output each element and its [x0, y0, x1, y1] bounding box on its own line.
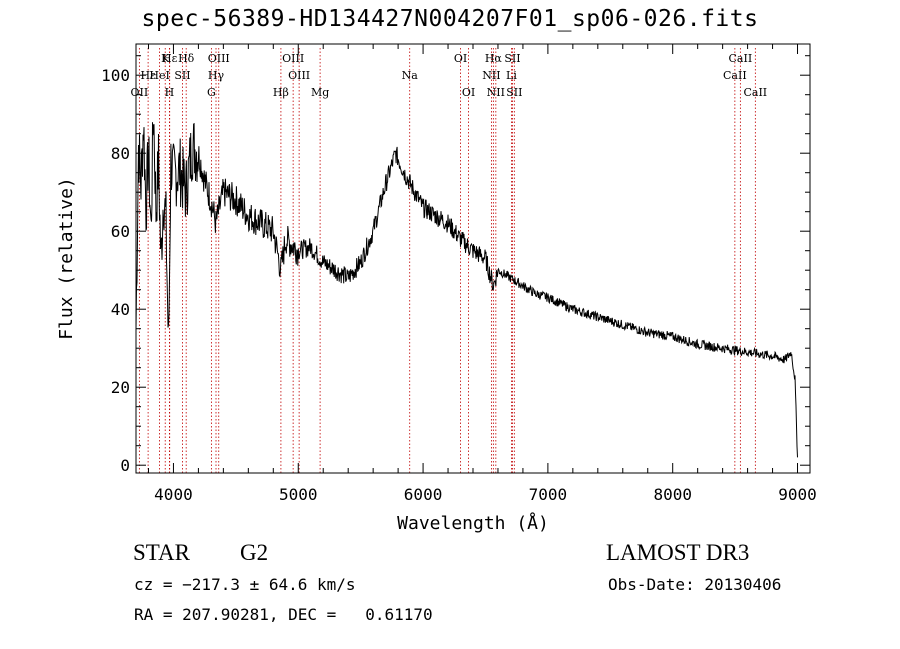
line-label-26: CaII	[743, 86, 767, 99]
redshift-text: cz = −217.3 ± 64.6 km/s	[134, 575, 356, 594]
line-label-22: Mg	[311, 86, 329, 99]
line-label-10: HeI	[149, 69, 169, 82]
obs-date-text: Obs-Date: 20130406	[608, 575, 782, 594]
line-label-21: Hβ	[273, 86, 289, 99]
y-tick-label-2: 40	[111, 300, 130, 319]
x-axis-label: Wavelength (Å)	[397, 512, 549, 534]
y-tick-label-1: 20	[111, 378, 130, 397]
ra-dec-text: RA = 207.90281, DEC = 0.61170	[134, 605, 433, 624]
x-tick-label-0: 4000	[154, 485, 193, 504]
y-tick-label-0: 0	[120, 456, 130, 475]
object-class: STAR	[133, 540, 190, 565]
x-tick-label-2: 6000	[404, 485, 443, 504]
line-label-7: SII	[504, 52, 520, 65]
line-label-6: Hα	[485, 52, 503, 65]
line-label-14: Na	[402, 69, 419, 82]
chart-title: spec-56389-HD134427N004207F01_sp06-026.f…	[141, 6, 759, 32]
x-tick-label-4: 8000	[653, 485, 692, 504]
x-tick-label-5: 9000	[778, 485, 817, 504]
line-label-0: Hε	[162, 52, 178, 65]
line-label-8: CaII	[729, 52, 753, 65]
object-subclass: G2	[240, 540, 269, 565]
line-label-15: NII	[482, 69, 500, 82]
survey-name: LAMOST DR3	[606, 540, 750, 565]
line-label-25: SII	[506, 86, 522, 99]
line-label-4: OIII	[282, 52, 304, 65]
line-label-2: Hδ	[178, 52, 195, 65]
spectrum-line	[135, 122, 798, 458]
line-label-5: OI	[454, 52, 467, 65]
line-label-13: OIII	[288, 69, 310, 82]
line-label-23: OI	[462, 86, 475, 99]
line-label-24: NII	[487, 86, 505, 99]
line-label-1: K	[161, 52, 170, 65]
line-label-3: OIII	[208, 52, 230, 65]
line-label-9: Hε	[140, 69, 156, 82]
line-label-11: SII	[174, 69, 190, 82]
x-tick-label-3: 7000	[529, 485, 568, 504]
y-axis-label: Flux (relative)	[56, 177, 77, 340]
line-label-18: OII	[131, 86, 149, 99]
line-label-19: H	[165, 86, 175, 99]
line-label-20: G	[207, 86, 216, 99]
x-tick-label-1: 5000	[279, 485, 318, 504]
y-tick-label-4: 80	[111, 144, 130, 163]
y-tick-label-3: 60	[111, 222, 130, 241]
plot-frame	[135, 43, 811, 474]
y-tick-label-5: 100	[101, 66, 130, 85]
line-label-16: Li	[506, 69, 517, 82]
line-label-12: Hγ	[208, 69, 225, 82]
line-label-17: CaII	[723, 69, 747, 82]
